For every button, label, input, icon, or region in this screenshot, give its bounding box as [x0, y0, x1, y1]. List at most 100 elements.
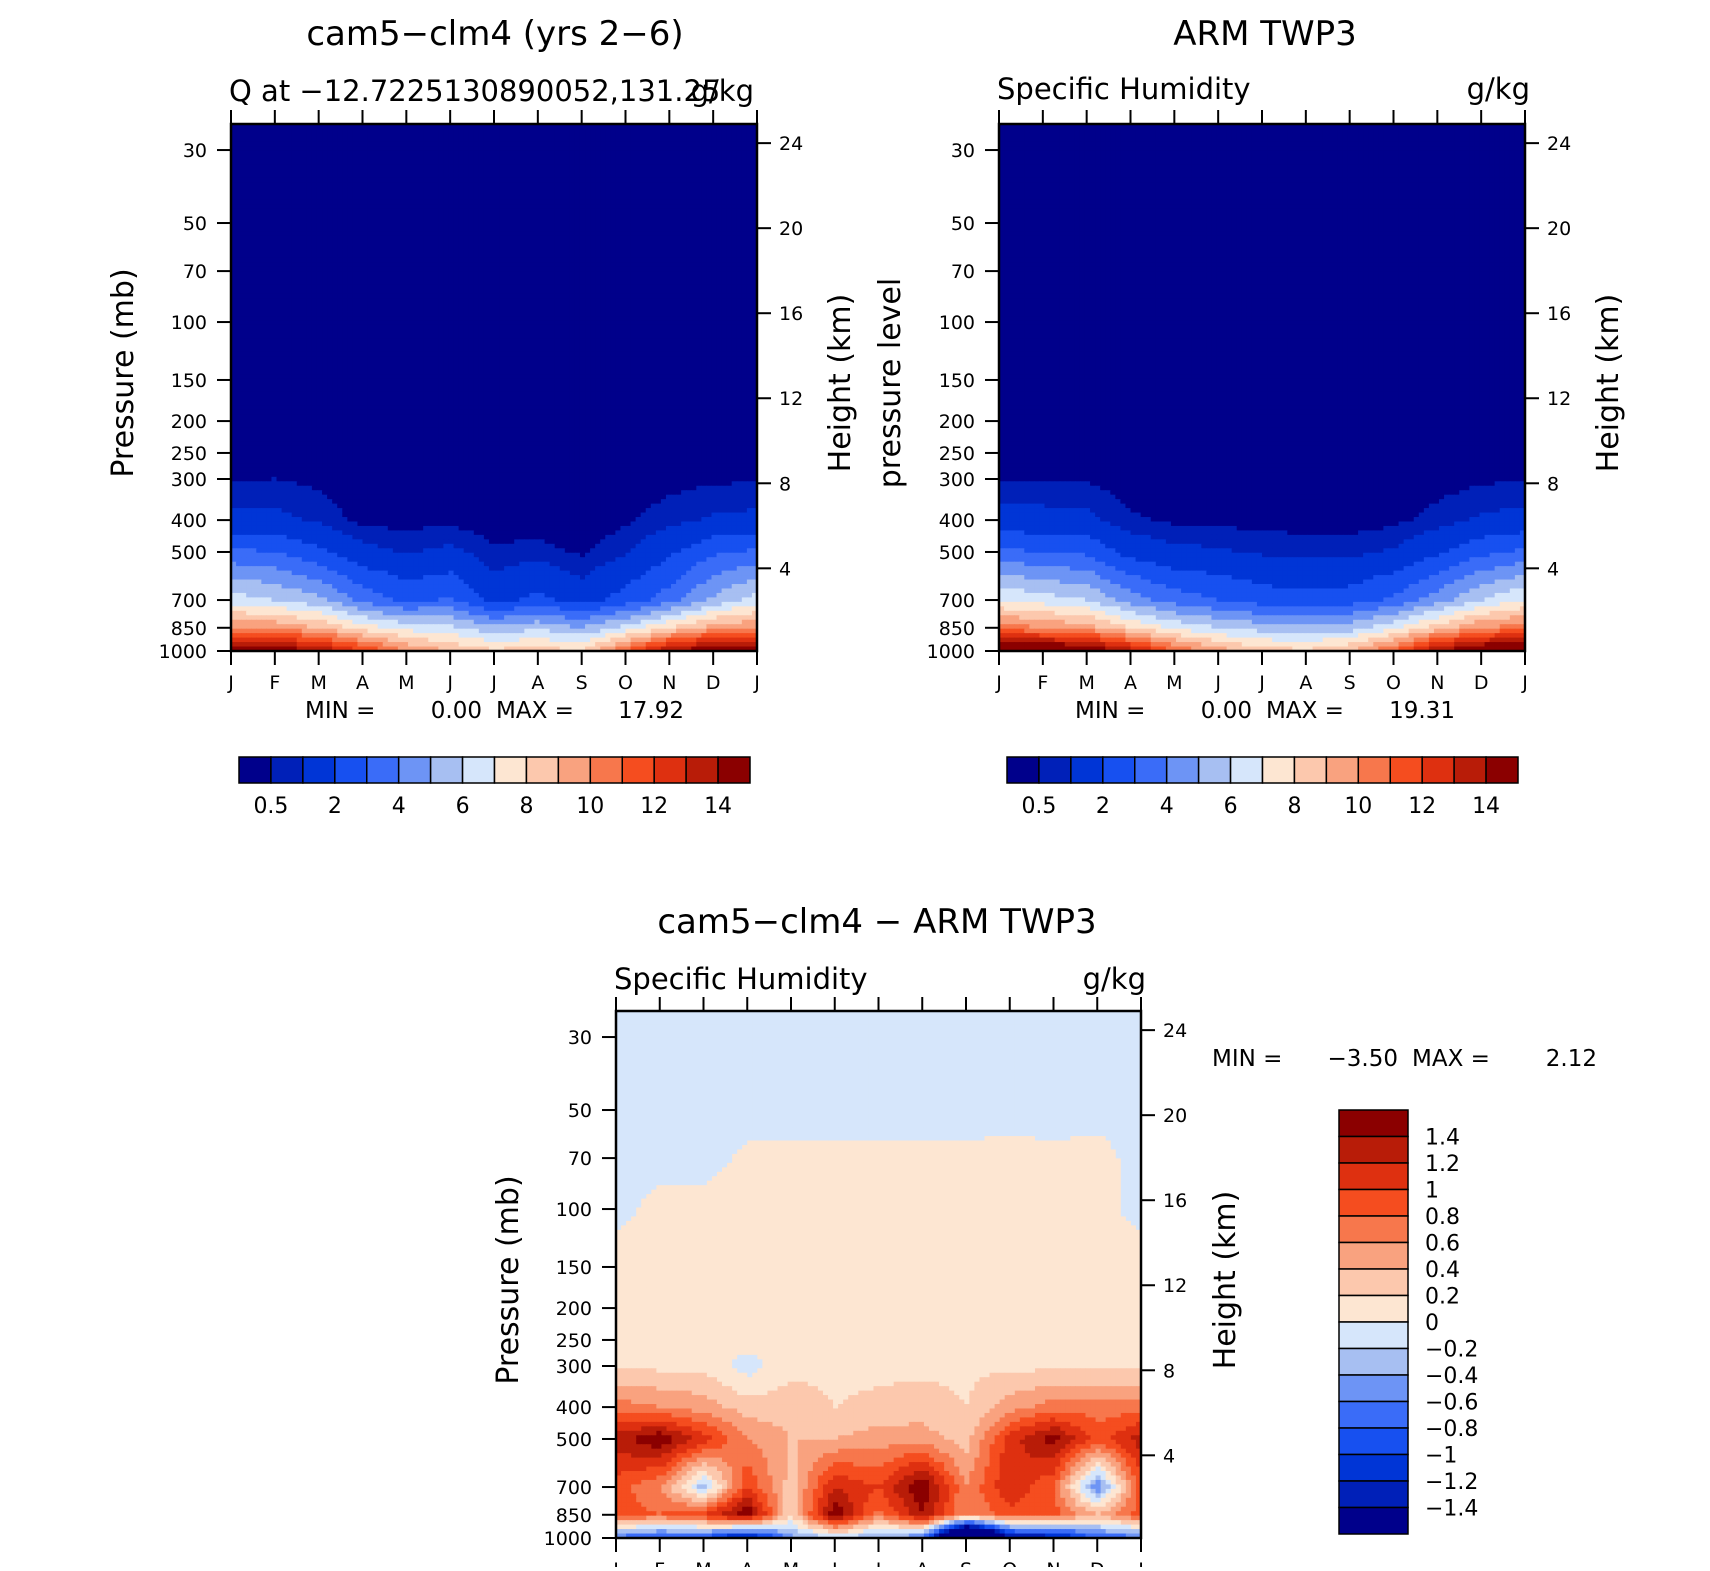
- contour-cell: [378, 303, 384, 308]
- contour-cell: [641, 294, 647, 299]
- contour-cell: [595, 254, 601, 259]
- contour-cell: [403, 146, 409, 151]
- contour-cell: [282, 182, 288, 187]
- contour-cell: [393, 142, 399, 147]
- contour-cell: [620, 200, 626, 205]
- contour-cell: [297, 187, 303, 192]
- contour-cell: [600, 236, 606, 241]
- contour-cell: [605, 218, 611, 223]
- contour-cell: [641, 303, 647, 308]
- contour-cell: [474, 209, 480, 214]
- contour-cell: [373, 321, 379, 326]
- contour-cell: [570, 137, 576, 142]
- contour-cell: [570, 169, 576, 174]
- contour-cell: [590, 128, 596, 133]
- contour-cell: [620, 294, 626, 299]
- contour-cell: [241, 294, 247, 299]
- contour-cell: [585, 280, 591, 285]
- contour-cell: [277, 312, 283, 317]
- contour-cell: [681, 209, 687, 214]
- contour-cell: [438, 307, 444, 312]
- contour-cell: [701, 191, 707, 196]
- contour-cell: [610, 307, 616, 312]
- contour-cell: [666, 298, 672, 303]
- contour-cell: [277, 209, 283, 214]
- contour-cell: [393, 204, 399, 209]
- contour-cell: [626, 325, 632, 330]
- contour-cell: [368, 178, 374, 183]
- contour-cell: [651, 204, 657, 209]
- contour-cell: [631, 227, 637, 232]
- contour-cell: [357, 218, 363, 223]
- contour-cell: [651, 178, 657, 183]
- contour-cell: [398, 254, 404, 259]
- contour-cell: [459, 294, 465, 299]
- contour-cell: [464, 146, 470, 151]
- contour-cell: [499, 155, 505, 160]
- contour-cell: [631, 142, 637, 147]
- contour-cell: [666, 258, 672, 263]
- contour-cell: [332, 137, 338, 142]
- contour-cell: [691, 321, 697, 326]
- contour-cell: [636, 218, 642, 223]
- contour-cell: [529, 209, 535, 214]
- contour-cell: [534, 133, 540, 138]
- contour-cell: [550, 182, 556, 187]
- contour-cell: [469, 213, 475, 218]
- contour-cell: [241, 160, 247, 165]
- contour-cell: [459, 227, 465, 232]
- contour-cell: [696, 236, 702, 241]
- contour-cell: [701, 173, 707, 178]
- contour-cell: [742, 182, 748, 187]
- contour-cell: [727, 191, 733, 196]
- contour-cell: [292, 267, 298, 272]
- contour-cell: [555, 325, 561, 330]
- contour-cell: [615, 160, 621, 165]
- contour-cell: [504, 191, 510, 196]
- contour-cell: [302, 204, 308, 209]
- contour-cell: [514, 240, 520, 245]
- contour-cell: [413, 213, 419, 218]
- contour-cell: [251, 231, 257, 236]
- contour-cell: [656, 236, 662, 241]
- contour-cell: [363, 178, 369, 183]
- contour-cell: [570, 289, 576, 294]
- contour-cell: [595, 146, 601, 151]
- contour-cell: [403, 231, 409, 236]
- contour-cell: [590, 164, 596, 169]
- contour-cell: [641, 209, 647, 214]
- contour-cell: [737, 173, 743, 178]
- contour-cell: [605, 137, 611, 142]
- contour-cell: [514, 262, 520, 267]
- contour-cell: [742, 155, 748, 160]
- contour-cell: [271, 137, 277, 142]
- contour-cell: [322, 137, 328, 142]
- contour-cell: [373, 169, 379, 174]
- contour-cell: [524, 169, 530, 174]
- contour-cell: [403, 155, 409, 160]
- contour-cell: [585, 128, 591, 133]
- contour-cell: [251, 298, 257, 303]
- contour-cell: [256, 227, 262, 232]
- contour-cell: [504, 262, 510, 267]
- contour-cell: [297, 151, 303, 156]
- contour-cell: [292, 316, 298, 321]
- contour-cell: [408, 231, 414, 236]
- contour-cell: [595, 187, 601, 192]
- contour-cell: [383, 267, 389, 272]
- contour-cell: [337, 191, 343, 196]
- contour-cell: [626, 222, 632, 227]
- contour-cell: [307, 276, 313, 281]
- contour-cell: [484, 276, 490, 281]
- contour-cell: [711, 285, 717, 290]
- contour-cell: [706, 285, 712, 290]
- contour-cell: [413, 236, 419, 241]
- contour-cell: [646, 164, 652, 169]
- contour-cell: [398, 303, 404, 308]
- contour-cell: [256, 160, 262, 165]
- contour-cell: [595, 280, 601, 285]
- contour-cell: [489, 178, 495, 183]
- contour-cell: [312, 164, 318, 169]
- contour-cell: [696, 267, 702, 272]
- contour-cell: [666, 307, 672, 312]
